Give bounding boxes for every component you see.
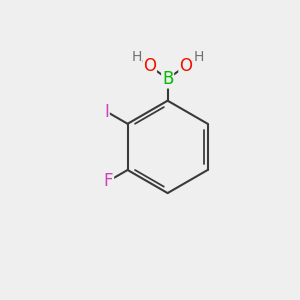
- Text: B: B: [162, 70, 173, 88]
- Text: I: I: [104, 103, 109, 121]
- Text: O: O: [179, 57, 192, 75]
- Text: F: F: [104, 172, 113, 190]
- Text: H: H: [194, 50, 204, 64]
- Text: O: O: [143, 57, 156, 75]
- Text: H: H: [131, 50, 142, 64]
